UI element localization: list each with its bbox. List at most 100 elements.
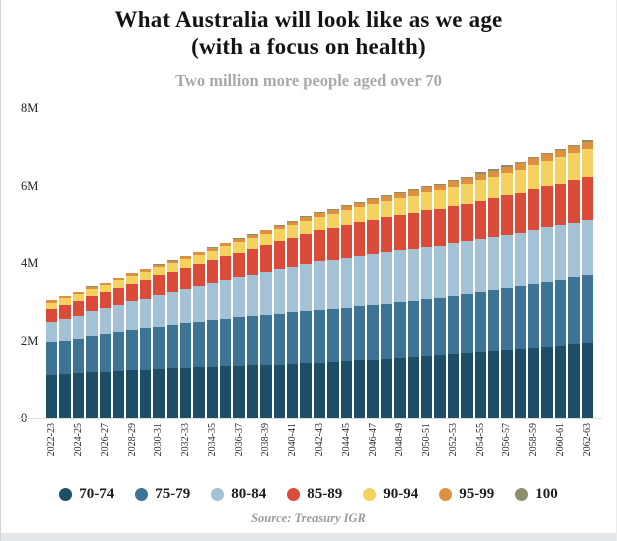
bar-segment-95-99 (313, 212, 326, 217)
x-tick-label: 2042-43 (314, 423, 325, 457)
bar-segment-90-94 (447, 186, 460, 207)
legend-item-95-99: 95-99 (439, 486, 494, 503)
bar-segment-80-84 (501, 234, 513, 289)
bar-column-2052-53: 2052-53 (447, 108, 460, 456)
bar-segment-80-84 (514, 232, 527, 287)
bar-column-2042-43: 2042-43 (313, 108, 326, 456)
bar-segment-85-89 (380, 217, 393, 253)
bar-segment-75-79 (327, 308, 339, 363)
legend-dot-icon (287, 488, 301, 501)
bar-segment-75-79 (528, 283, 540, 348)
bar-segment-100 (461, 176, 473, 178)
bar-segment-90-94 (206, 250, 219, 261)
bar-segment-95-99 (353, 202, 366, 208)
bar-segment-75-79 (581, 275, 594, 344)
bar-column-2057-58 (514, 108, 527, 418)
bar-segment-75-79 (206, 320, 219, 367)
bar-segment-85-89 (487, 198, 500, 238)
bar-segment-80-84 (166, 292, 178, 326)
bar-segment-70-74 (380, 358, 393, 418)
bar-segment-70-74 (179, 367, 192, 418)
bar-segment-80-84 (313, 261, 326, 310)
bar-segment-90-94 (86, 289, 98, 296)
bar-segment-80-84 (59, 318, 71, 341)
bar-segment-90-94 (367, 203, 379, 220)
bar-segment-70-74 (220, 366, 232, 418)
bar-segment-95-99 (59, 295, 71, 298)
bar-column-2029-30 (139, 108, 152, 418)
bar-segment-100 (273, 225, 286, 226)
bar-segment-100 (340, 205, 352, 207)
bar-column-2062-63: 2062-63 (581, 108, 594, 456)
bar-segment-80-84 (554, 225, 567, 280)
bar-column-2026-27: 2026-27 (99, 108, 111, 456)
bar-column-2040-41: 2040-41 (287, 108, 299, 456)
bar-column-2031-32 (166, 108, 178, 418)
x-tick-label: 2024-25 (72, 423, 84, 457)
y-tick-label: 6M (21, 178, 39, 193)
bar-segment-95-99 (206, 247, 219, 251)
legend-label: 80-84 (231, 486, 267, 502)
bar-column-2049-50 (407, 108, 419, 418)
bar-segment-75-79 (193, 321, 205, 368)
bar-segment-85-89 (461, 203, 473, 242)
bar-segment-85-89 (340, 225, 352, 258)
bar-segment-75-79 (367, 304, 379, 360)
bar-segment-80-84 (367, 253, 379, 305)
bar-segment-75-79 (46, 342, 58, 375)
bar-segment-90-94 (112, 280, 125, 288)
bar-segment-95-99 (380, 196, 393, 202)
x-tick-label: 2056-57 (501, 423, 513, 457)
bar-segment-85-89 (367, 219, 379, 254)
bar-segment-100 (367, 198, 379, 200)
legend-label: 95-99 (459, 486, 495, 502)
bar-segment-95-99 (554, 150, 567, 158)
bar-segment-100 (541, 152, 553, 155)
bar-column-2037-38 (246, 108, 259, 418)
bar-segment-80-84 (206, 283, 219, 321)
bar-segment-90-94 (193, 254, 205, 265)
bar-segment-75-79 (233, 317, 245, 366)
bar-segment-95-99 (447, 181, 460, 187)
title-line-2: (with a focus on health) (191, 34, 426, 60)
bar-segment-75-79 (300, 311, 312, 364)
bar-segment-80-84 (353, 255, 366, 307)
bar-column-2039-40 (273, 108, 286, 418)
bar-segment-70-74 (474, 352, 486, 418)
bar-segment-80-84 (72, 315, 85, 339)
bar-column-2036-37: 2036-37 (233, 108, 245, 456)
bar-segment-95-99 (287, 221, 299, 226)
bar-segment-100 (487, 169, 500, 171)
bar-segment-90-94 (59, 297, 71, 305)
bar-segment-85-89 (86, 295, 98, 312)
bar-segment-85-89 (447, 206, 460, 244)
bar-segment-90-94 (139, 271, 152, 281)
bar-segment-70-74 (287, 363, 299, 418)
bar-segment-70-74 (126, 369, 138, 418)
bar-segment-70-74 (112, 370, 125, 418)
bar-segment-85-89 (300, 233, 312, 264)
legend-item-100: 100 (515, 486, 558, 503)
bar-segment-80-84 (474, 239, 486, 293)
bar-segment-90-94 (461, 183, 473, 204)
x-axis-baseline (17, 418, 602, 419)
x-tick-label: 2030-31 (153, 423, 165, 457)
bar-segment-80-84 (220, 280, 232, 319)
bar-segment-95-99 (581, 141, 594, 149)
bar-column-2041-42 (300, 108, 312, 418)
bar-column-2060-61: 2060-61 (554, 108, 567, 456)
bar-segment-100 (300, 216, 312, 218)
bar-segment-90-94 (126, 275, 138, 284)
bar-segment-95-99 (179, 255, 192, 259)
bar-segment-70-74 (300, 363, 312, 418)
bar-segment-100 (287, 221, 299, 222)
bar-segment-80-84 (260, 271, 272, 315)
legend-item-80-84: 80-84 (211, 486, 266, 503)
x-tick-label: 2060-61 (555, 423, 567, 457)
bar-column-2035-36 (220, 108, 232, 418)
bar-segment-80-84 (407, 248, 419, 301)
bar-segment-95-99 (233, 238, 245, 243)
bar-segment-95-99 (394, 192, 406, 198)
bar-segment-100 (327, 208, 339, 210)
